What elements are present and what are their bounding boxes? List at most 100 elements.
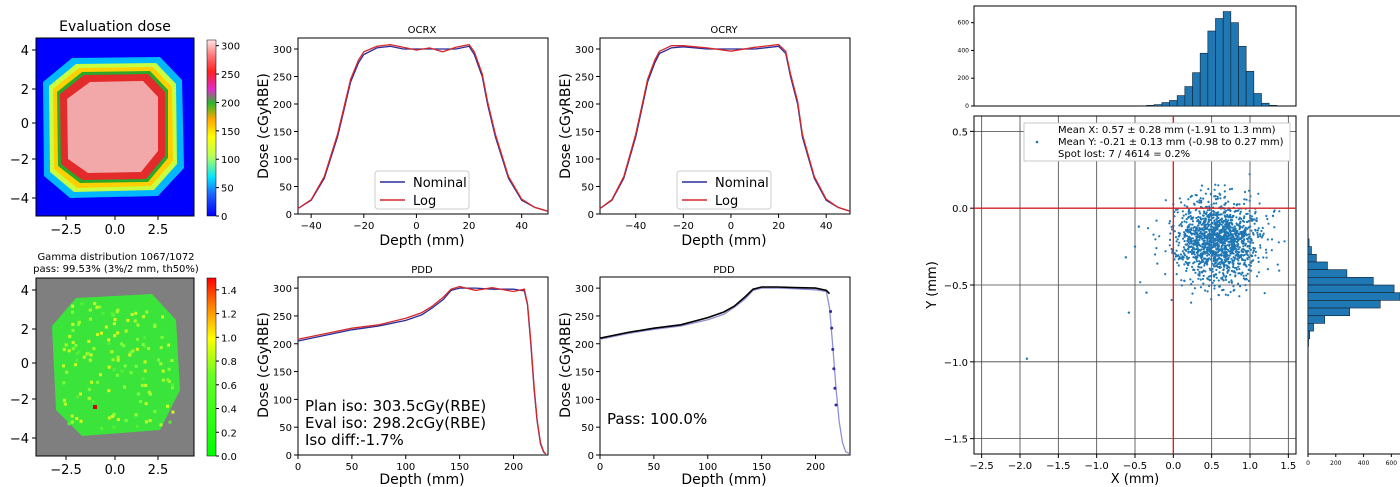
spot-point [1212,237,1215,240]
spot-point [1247,268,1250,271]
gamma-cell [112,368,116,372]
ocrx-panel: OCRX Depth (mm) Dose (cGyRBE) Nominal Lo… [256,25,549,249]
spot-point [1201,245,1204,248]
gamma-cell [143,360,147,364]
spot-point [1245,198,1248,201]
spot-point [1242,217,1246,220]
y-tick-label: 2 [21,83,29,98]
scatter-legend-spot-lost: Spot lost: 7 / 4614 = 0.2% [1058,149,1190,160]
spot-point [1187,198,1190,201]
gamma-cell [107,341,111,345]
gamma-cell [143,336,147,340]
spot-point [1237,248,1240,251]
spot-point [1222,225,1225,228]
spot-point [1215,228,1219,231]
x-tick-label: 0.0 [105,223,126,238]
spot-point [1178,234,1181,237]
spot-point [1173,252,1176,255]
y-tick-label: 50 [581,423,594,434]
y-tick-label: 100 [273,395,292,406]
histogram-bar [1307,246,1312,255]
right-histogram: 0 200 400 600 [1306,115,1400,467]
spot-point [1208,223,1211,226]
spot-point [1173,230,1176,233]
spot-point [1217,279,1220,282]
spot-point [1256,231,1259,234]
spot-point [1217,216,1220,220]
spot-point [1213,262,1217,265]
gamma-cell [107,416,111,420]
spot-point [1262,256,1265,259]
spot-point [1208,247,1211,250]
gamma-cell [89,353,93,357]
spot-point [1197,277,1200,280]
spot-point [1177,264,1180,267]
x-tick-label: 50 [346,462,359,473]
y-tick-label: 0 [21,357,29,372]
spot-point [1240,230,1243,234]
evaluation-dose-panel: Evaluation dose 4 2 0 −2 −4 −2.5 0.0 2.5 300 25… [10,19,240,238]
spot-point [1218,271,1221,274]
histogram-bar [1176,95,1186,107]
spot-point [1208,232,1211,235]
spot-point [1206,290,1209,293]
spot-point [1193,248,1196,251]
spot-point [1273,226,1276,229]
spot-point [1252,241,1255,244]
x-tick-label: 100 [698,462,717,473]
spot-point [1198,226,1201,230]
spot-point [1222,274,1225,277]
spot-point [1201,258,1204,262]
spot-point [1168,220,1172,223]
spot-point [1196,248,1199,251]
spot-point [1192,256,1195,259]
spot-point [1229,233,1232,237]
spot-point [1203,210,1206,213]
gamma-cell [167,379,171,383]
gamma-cell [170,383,174,387]
spot-point [1215,221,1218,224]
gamma-cell [110,414,114,418]
spot-point [1187,251,1190,254]
spot-point [1232,265,1235,269]
ocrx-title: OCRX [408,25,437,36]
spot-point [1205,211,1208,214]
spot-point [1206,277,1209,280]
gamma-cell [122,344,126,348]
spot-point [1196,246,1199,249]
spot-point [1238,238,1241,241]
colorbar-tick-label: 0.0 [221,452,237,463]
spot-point [1190,301,1193,304]
gamma-cell [113,334,117,338]
spot-point [1218,265,1221,268]
spot-point [1190,242,1193,245]
spot-point [1228,281,1231,284]
spot-point [1227,269,1230,272]
spot-point [1154,253,1157,256]
gamma-cell [144,402,148,406]
spot-point [1224,195,1227,198]
gamma-y-ticks: 4 2 0 −2 −4 [10,284,36,447]
spot-point [1189,211,1192,214]
gamma-cell [134,413,138,417]
spot-point [1223,184,1226,187]
evaluation-dose-colorbar [206,39,217,217]
spot-point [1190,227,1193,230]
x-tick-label: 50 [648,462,661,473]
y-tick-label: 2 [21,323,29,338]
spot-point [1199,244,1202,248]
x-tick-label: 1.5 [1280,461,1296,472]
spot-point [1187,216,1190,219]
spot-point [1203,246,1206,250]
gamma-cell [71,322,75,326]
gamma-cell [141,342,145,346]
outlier-point [1137,225,1141,228]
spot-point [1237,262,1240,265]
spot-point [1224,229,1227,232]
spot-point [1168,238,1172,241]
spot-point [1158,235,1161,238]
spot-point [1179,253,1183,256]
spot-point [1207,257,1210,260]
spot-point [1212,226,1215,229]
spot-point [1198,238,1201,241]
